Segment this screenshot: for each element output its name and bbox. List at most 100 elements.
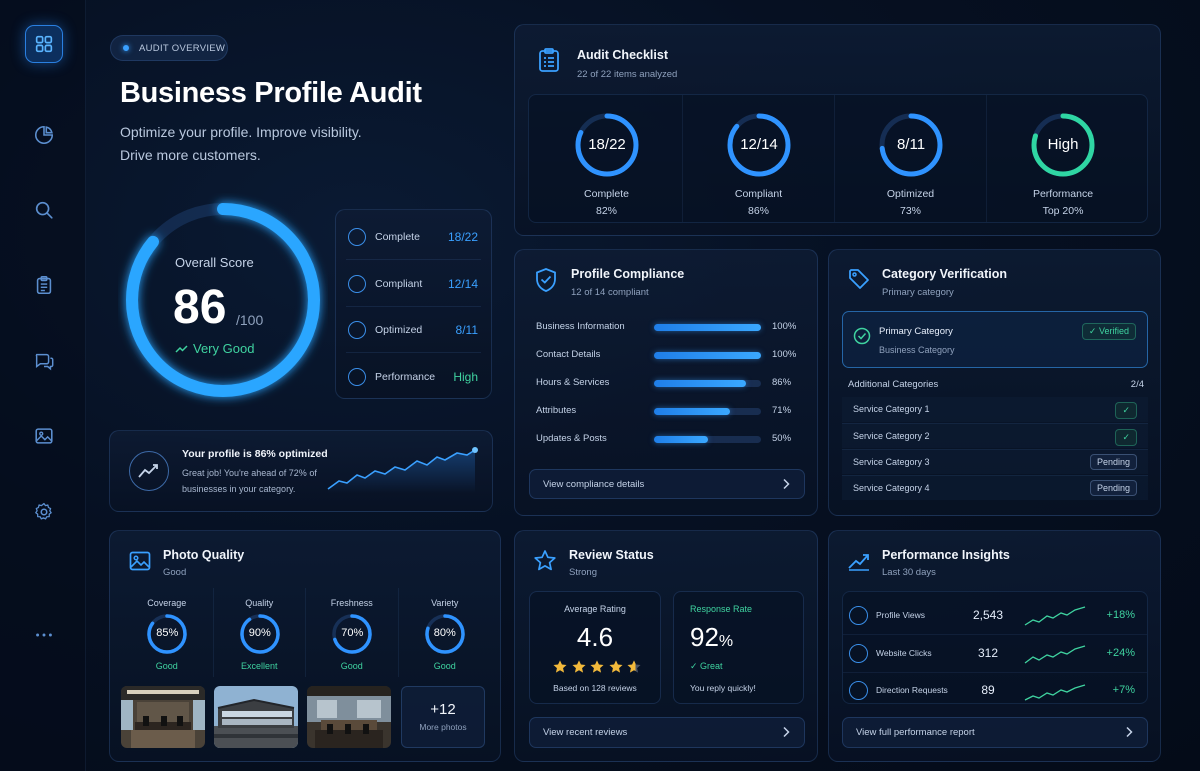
reports-nav-button[interactable] [25, 116, 63, 154]
category-row-label: Service Category 4 [853, 483, 930, 493]
photo-thumb-3[interactable] [307, 686, 391, 748]
checklist-rings-panel: 18/22 Complete 82% 12/14 Compliant 86% 8/11 Opt… [528, 94, 1148, 223]
more-nav-button[interactable] [25, 616, 63, 654]
button-label: View compliance details [543, 478, 645, 490]
audit-overview-badge: AUDIT OVERVIEW [110, 35, 228, 61]
photo-metric-ring-progress [425, 614, 465, 654]
image-icon [35, 428, 53, 444]
photo-metric: Coverage 85% Good [121, 588, 214, 677]
response-rate-value: 92% [690, 622, 733, 653]
photo-thumb-1[interactable] [121, 686, 205, 748]
compliance-row-pct: 100% [772, 321, 797, 332]
insight-row-change: +24% [1106, 646, 1135, 659]
photos-nav-button[interactable] [25, 417, 63, 455]
check-icon: ✓ [690, 661, 701, 671]
photo-metric-value: 90% [248, 627, 271, 639]
average-rating-label: Average Rating [564, 604, 626, 614]
additional-categories-count: 2/4 [1130, 379, 1144, 390]
insight-row: Website Clicks 312 +24% [843, 636, 1147, 673]
chevron-right-icon [783, 478, 790, 490]
ring-value: 8/11 [896, 136, 926, 153]
search-nav-button[interactable] [25, 191, 63, 229]
compliance-bar-track [654, 408, 761, 415]
view-full-performance-report-button[interactable]: View full performance report [842, 717, 1148, 748]
ring-label: Optimized [886, 188, 935, 200]
ring-wrap: High [1029, 111, 1097, 179]
audit-nav-button[interactable] [25, 266, 63, 304]
pie-chart-icon [35, 125, 54, 144]
category-row[interactable]: Service Category 1 ✓ [842, 397, 1148, 422]
compliance-row-pct: 86% [772, 377, 792, 388]
insight-row: Direction Requests 89 +7% [843, 673, 1147, 710]
summary-row: Optimized 8/11 [346, 307, 481, 353]
banner-title: Your profile is 86% optimized [182, 448, 328, 460]
ring-wrap: 85% [146, 613, 188, 655]
review-title: Review Status [569, 548, 654, 562]
summary-row-icon [348, 228, 366, 246]
photo-metric-rating: Good [155, 661, 178, 671]
badge-label: AUDIT OVERVIEW [139, 42, 226, 54]
primary-category-label: Primary Category [879, 326, 953, 337]
insights-title: Performance Insights [882, 548, 1010, 562]
checklist-subtitle: 22 of 22 items analyzed [577, 69, 678, 80]
trend-sparkline [327, 447, 478, 493]
photo-metric-rating: Good [433, 661, 456, 671]
response-rate-status: ✓ Great [690, 661, 723, 672]
summary-row-value: 12/14 [447, 276, 478, 291]
view-compliance-details-button[interactable]: View compliance details [529, 469, 805, 499]
photo-metric-ring-progress [332, 614, 372, 654]
more-photos-label: More photos [419, 722, 467, 732]
compliance-row-label: Attributes [536, 405, 577, 416]
insight-row-label: Direction Requests [876, 685, 948, 695]
photo-quality-subtitle: Good [163, 567, 187, 578]
category-verification-card: Category Verification Primary category P… [828, 249, 1161, 516]
category-row[interactable]: Service Category 3 Pending [842, 449, 1148, 474]
photo-thumb-2[interactable] [214, 686, 298, 748]
check-icon: ✓ [1088, 326, 1099, 336]
view-recent-reviews-button[interactable]: View recent reviews [529, 717, 805, 748]
category-row[interactable]: Service Category 2 ✓ [842, 423, 1148, 448]
primary-category-box: Primary Category Business Category ✓ Ver… [842, 311, 1148, 368]
checklist-ring [575, 113, 639, 177]
messages-nav-button[interactable] [25, 342, 63, 380]
category-row-label: Service Category 3 [853, 457, 930, 467]
ring-label: Performance [1032, 188, 1094, 200]
settings-nav-button[interactable] [25, 493, 63, 531]
ring-value: 12/14 [740, 136, 778, 153]
ring-value: High [1047, 136, 1079, 153]
map-pin-icon [849, 681, 868, 700]
compliance-bar-fill [654, 408, 730, 415]
category-row[interactable]: Service Category 4 Pending [842, 475, 1148, 500]
checklist-ring-item: 8/11 Optimized 73% [835, 95, 987, 222]
score-max: /100 [236, 312, 264, 328]
button-label: View recent reviews [543, 727, 628, 738]
compliance-row-label: Updates & Posts [536, 433, 607, 444]
more-photos-button[interactable]: +12 More photos [401, 686, 485, 748]
page-subtitle-line1: Optimize your profile. Improve visibilit… [120, 124, 362, 140]
rating-stars [552, 659, 644, 675]
gear-icon [35, 502, 52, 520]
conference-room-image [307, 686, 391, 748]
checklist-ring-progress [727, 113, 791, 177]
insight-row-value: 89 [981, 683, 995, 697]
rating-star-icon [608, 660, 623, 673]
checklist-ring [727, 113, 791, 177]
trend-up-icon [175, 344, 188, 353]
globe-icon [849, 643, 868, 663]
primary-category-value: Business Category [879, 345, 955, 355]
compliance-subtitle: 12 of 14 compliant [571, 287, 649, 298]
photo-metric-ring [240, 614, 280, 654]
response-rate-number: 92 [690, 622, 719, 652]
insight-sparkline [1024, 644, 1086, 664]
insight-row-change: +7% [1112, 684, 1135, 696]
building-exterior-image [214, 686, 298, 748]
dashboard-nav-button[interactable] [25, 25, 63, 63]
category-row-label: Service Category 1 [853, 404, 930, 414]
photo-metric-label: Coverage [147, 598, 187, 608]
response-rate-unit: % [718, 633, 734, 650]
ring-label: Compliant [734, 188, 783, 200]
shield-check-icon [536, 268, 556, 292]
compliance-row-label: Contact Details [536, 349, 601, 360]
photo-metric-label: Variety [431, 598, 459, 608]
trend-chart-icon [138, 464, 158, 478]
